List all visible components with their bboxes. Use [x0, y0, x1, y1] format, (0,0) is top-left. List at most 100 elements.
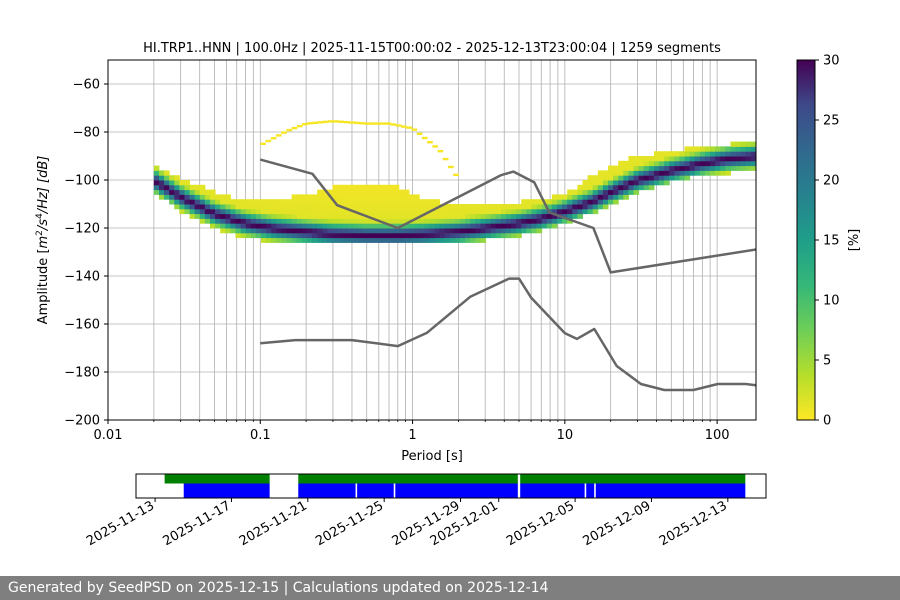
density-cell — [363, 208, 369, 215]
density-cell — [179, 189, 185, 195]
density-cell — [490, 228, 497, 234]
density-cell — [393, 208, 400, 215]
y-label-part: 4 — [35, 213, 45, 219]
density-cell — [363, 228, 369, 234]
density-cell — [312, 121, 319, 125]
density-cell — [230, 223, 236, 229]
density-cell — [541, 208, 548, 215]
density-cell — [220, 223, 226, 229]
density-cell — [577, 189, 583, 195]
density-cell — [633, 175, 640, 181]
density-cell — [363, 204, 369, 210]
density-cell — [419, 204, 425, 210]
density-cell — [235, 223, 242, 229]
density-cell — [577, 213, 583, 219]
density-cell — [398, 208, 405, 215]
density-cell — [184, 189, 191, 195]
density-cell — [276, 204, 282, 210]
density-cell — [730, 141, 737, 147]
density-cell — [444, 218, 451, 224]
density-cell — [414, 204, 420, 210]
density-cell — [337, 213, 344, 219]
density-cell — [500, 223, 507, 229]
density-cell — [250, 218, 257, 224]
density-cell — [720, 170, 726, 176]
density-cell — [230, 204, 236, 210]
density-cell — [352, 189, 359, 195]
density-cell — [745, 146, 752, 152]
density-cell — [337, 208, 344, 215]
coverage-blue — [357, 483, 394, 498]
density-cell — [408, 199, 415, 205]
density-cell — [434, 223, 441, 229]
density-cell — [286, 204, 293, 210]
density-cell — [164, 170, 170, 176]
density-cell — [291, 218, 298, 224]
density-cell — [684, 165, 691, 171]
density-cell — [276, 237, 282, 243]
density-cell — [209, 208, 216, 215]
density-cell — [694, 151, 701, 157]
density-cell — [485, 223, 492, 229]
density-cell — [414, 208, 420, 215]
density-cell — [363, 223, 369, 229]
density-cell — [347, 199, 354, 205]
density-cell — [674, 165, 680, 171]
density-cell — [715, 146, 721, 152]
density-cell — [465, 218, 471, 224]
density-cell — [414, 223, 420, 229]
density-cell — [659, 175, 665, 181]
density-cell — [393, 232, 400, 239]
density-cell — [582, 208, 589, 215]
density-cell — [562, 199, 568, 205]
density-cell — [531, 218, 538, 224]
date-tick-label: 2025-12-09 — [581, 498, 654, 549]
density-cell — [511, 213, 517, 219]
density-cell — [572, 189, 578, 195]
density-cell — [495, 213, 502, 219]
density-cell — [434, 213, 441, 219]
density-cell — [465, 223, 471, 229]
density-cell — [322, 189, 328, 195]
density-cell — [572, 208, 578, 215]
density-cell — [572, 213, 578, 219]
density-cell — [368, 194, 374, 200]
density-cell — [659, 170, 665, 176]
density-cell — [270, 137, 277, 140]
density-cell — [327, 218, 333, 224]
density-cell — [427, 141, 433, 144]
density-cell — [597, 175, 604, 181]
coverage-blue — [520, 483, 585, 498]
date-tick-label: 2025-12-05 — [504, 498, 577, 549]
density-cell — [511, 208, 517, 215]
density-cell — [204, 199, 211, 205]
density-cell — [638, 160, 645, 167]
density-cell — [613, 184, 619, 191]
density-cell — [715, 156, 721, 162]
density-cell — [653, 175, 660, 181]
density-cell — [516, 232, 522, 239]
density-cell — [398, 199, 405, 205]
density-cell — [373, 194, 379, 200]
density-cell — [357, 232, 364, 239]
y-label-part: / — [36, 224, 51, 231]
density-cell — [204, 208, 211, 215]
density-cell — [454, 208, 461, 215]
density-cell — [296, 213, 303, 219]
density-cell — [408, 223, 415, 229]
density-cell — [536, 199, 543, 205]
density-cell — [342, 228, 349, 234]
density-cell — [204, 218, 211, 224]
density-cell — [327, 237, 333, 243]
density-cell — [312, 204, 318, 210]
density-cell — [659, 165, 665, 171]
density-cell — [179, 199, 185, 205]
density-cell — [454, 213, 461, 219]
density-cell — [449, 228, 456, 234]
density-cell — [255, 232, 262, 239]
density-cell — [357, 194, 364, 200]
density-cell — [460, 228, 466, 234]
density-cell — [393, 223, 400, 229]
density-cell — [266, 223, 272, 229]
density-cell — [613, 170, 619, 176]
